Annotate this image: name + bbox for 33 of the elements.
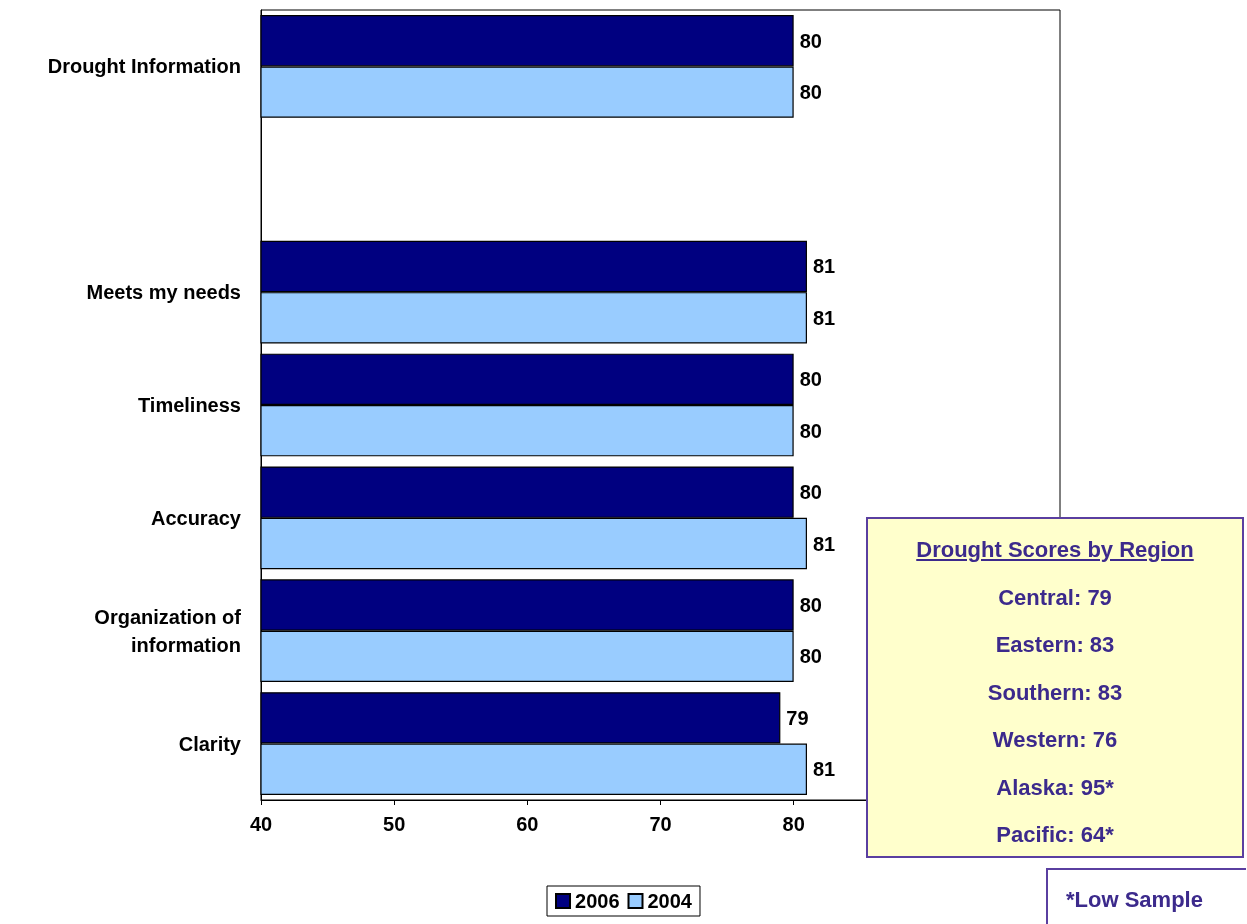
annotation: Central: 79: [997, 584, 1113, 612]
x-tick-label: 70: [649, 813, 672, 835]
y-tick-label: Drought Information: [47, 55, 241, 78]
data-label: 80: [799, 481, 822, 504]
text: Pacific: 64*: [996, 822, 1114, 847]
legend-label: 2004: [647, 890, 693, 912]
data-label: 80: [799, 29, 822, 52]
y-tick-label: Timeliness: [137, 394, 241, 416]
data-label: 80: [799, 645, 822, 668]
x-tick-label: 50: [383, 813, 406, 835]
data-label: 80: [799, 81, 822, 104]
data-label: 81: [812, 255, 836, 278]
data-label: 81: [812, 758, 836, 781]
annotation: Eastern: 83: [994, 632, 1116, 659]
y-tick-label: Clarity: [178, 732, 242, 755]
y-tick-label: Meets my needs: [86, 281, 241, 304]
y-tick-label: Accuracy: [150, 506, 242, 529]
data-label: 79: [786, 706, 809, 729]
y-tick-label: Organization of information: [94, 605, 242, 656]
data-label: 81: [812, 306, 836, 329]
data-label: 80: [799, 419, 822, 442]
data-label: 81: [812, 532, 836, 555]
annotation: Alaska: 95*: [995, 774, 1115, 802]
data-label: 80: [799, 594, 822, 617]
note-panel: *Low Sample: [1046, 868, 1246, 924]
annotation: Western: 76: [991, 727, 1119, 754]
legend-label: 2006: [575, 890, 620, 912]
annotation: Drought Scores by Region: [915, 537, 1195, 564]
x-tick-label: 60: [516, 813, 539, 835]
annotation: Southern: 83: [986, 679, 1124, 707]
x-tick-label: 80: [782, 813, 805, 835]
x-tick-label: 40: [249, 813, 273, 835]
data-label: 80: [799, 368, 822, 391]
